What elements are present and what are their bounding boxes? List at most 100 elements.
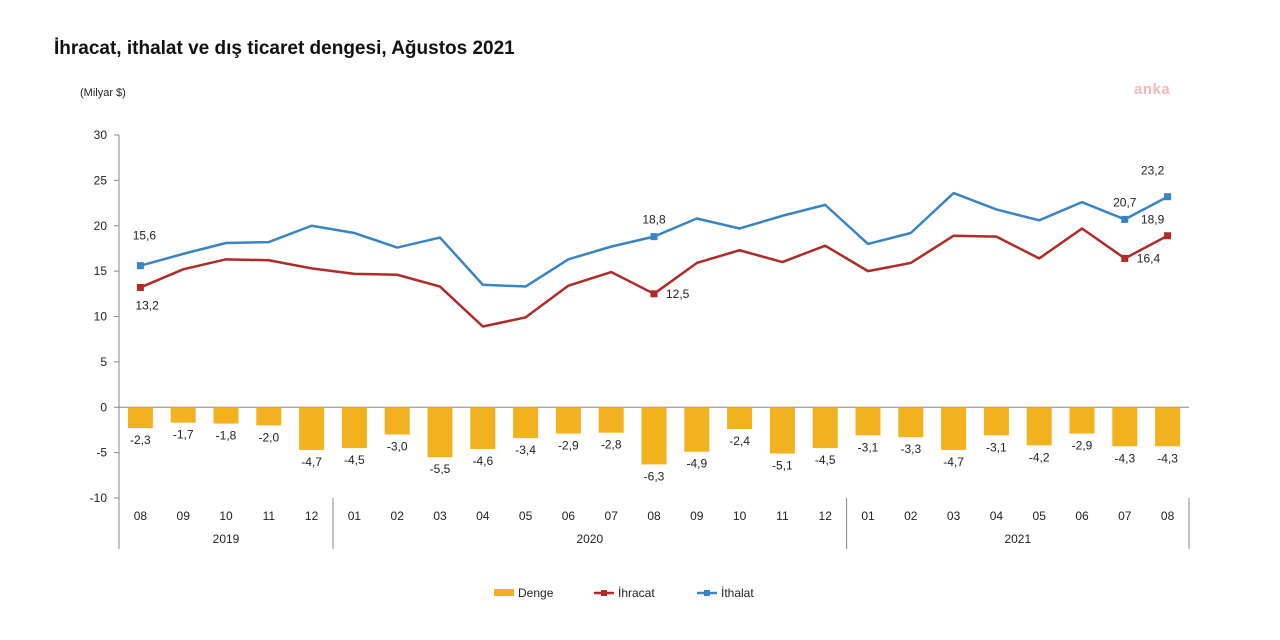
line-ihracat: [139, 227, 1169, 328]
marker-ihracat: [1164, 232, 1172, 240]
y-tick-label: 30: [94, 128, 108, 142]
bar-denge: [812, 407, 838, 449]
bar-data-label: -4,5: [815, 453, 836, 467]
bar-denge: [641, 407, 667, 465]
x-month-label: 11: [776, 509, 789, 523]
x-month-label: 12: [819, 509, 833, 523]
bar-data-label: -4,7: [943, 455, 964, 469]
x-month-label: 01: [861, 509, 875, 523]
bar-denge: [127, 407, 153, 429]
watermark-logo: anka: [1134, 81, 1171, 98]
bar-data-label: -3,1: [858, 440, 879, 454]
bar-data-label: -1,8: [216, 429, 237, 443]
line-data-label: 18,9: [1141, 213, 1165, 227]
y-tick-label: -5: [96, 446, 107, 460]
marker-ithalat: [650, 233, 658, 241]
bar-denge: [299, 407, 325, 450]
marker-ithalat: [1121, 215, 1129, 223]
bar-data-label: -3,0: [387, 439, 408, 453]
lines-group: [136, 191, 1172, 328]
x-month-label: 06: [562, 509, 576, 523]
bars-group: [127, 407, 1181, 465]
legend-marker-ihracat: [601, 590, 607, 596]
x-month-label: 08: [1161, 509, 1175, 523]
marker-ithalat: [1164, 193, 1172, 201]
x-month-label: 05: [519, 509, 533, 523]
x-month-label: 10: [219, 509, 233, 523]
bar-data-label: -6,3: [644, 469, 665, 483]
bar-data-label: -4,3: [1157, 451, 1178, 465]
x-month-label: 03: [947, 509, 961, 523]
x-month-label: 07: [605, 509, 619, 523]
x-month-label: 04: [990, 509, 1004, 523]
bar-data-label: -2,3: [130, 433, 151, 447]
bar-denge: [941, 407, 967, 450]
bar-data-label: -5,5: [430, 462, 451, 476]
bar-data-label: -4,5: [344, 453, 365, 467]
x-month-label: 12: [305, 509, 319, 523]
y-tick-label: 10: [94, 310, 108, 324]
bar-denge: [470, 407, 496, 449]
bar-denge: [727, 407, 753, 430]
y-axis-unit-label: (Milyar $): [80, 87, 126, 99]
bar-denge: [898, 407, 924, 438]
bar-data-label: -5,1: [772, 459, 793, 473]
y-tick-label: 20: [94, 219, 108, 233]
bar-denge: [598, 407, 624, 433]
x-year-label: 2021: [1004, 532, 1031, 546]
marker-ihracat: [1121, 254, 1129, 262]
bar-data-label: -3,1: [986, 440, 1007, 454]
bar-data-label: -4,3: [1114, 451, 1135, 465]
bar-data-label: -1,7: [173, 428, 194, 442]
x-month-label: 02: [391, 509, 405, 523]
bar-data-label: -2,9: [1072, 439, 1093, 453]
bar-denge: [1026, 407, 1052, 446]
x-month-label: 09: [177, 509, 191, 523]
x-month-label: 02: [904, 509, 918, 523]
bar-denge: [256, 407, 282, 426]
x-month-label: 08: [134, 509, 148, 523]
bar-denge: [555, 407, 581, 434]
axes-group: 30 25 20 15 10 5 0 -5 -10 08 09 10 11 12 01 02 03 04 05 06 0…: [90, 128, 1190, 549]
bar-denge: [769, 407, 795, 454]
bar-data-label: -2,8: [601, 438, 622, 452]
bar-data-label: -2,9: [558, 439, 579, 453]
bar-denge: [341, 407, 367, 449]
bar-denge: [855, 407, 881, 436]
legend: Denge İhracat İthalat: [494, 586, 754, 600]
bar-denge: [213, 407, 239, 424]
bar-denge: [384, 407, 410, 435]
x-year-label: 2019: [213, 532, 240, 546]
bar-denge: [1155, 407, 1181, 447]
x-month-label: 11: [263, 509, 276, 523]
bar-data-label: -3,3: [900, 442, 921, 456]
y-tick-label: 0: [100, 400, 107, 414]
x-year-label: 2020: [576, 532, 603, 546]
bar-denge: [1069, 407, 1095, 434]
marker-ihracat: [650, 290, 658, 298]
legend-label: İthalat: [721, 586, 754, 600]
y-tick-label: -10: [90, 491, 108, 505]
line-data-label: 18,8: [642, 213, 666, 227]
y-tick-label: 25: [94, 173, 108, 187]
line-data-label: 16,4: [1137, 251, 1161, 265]
legend-marker-ithalat: [704, 590, 710, 596]
bar-denge: [684, 407, 710, 452]
x-month-label: 08: [647, 509, 661, 523]
bar-data-label: -3,4: [515, 443, 536, 457]
labels-group: -2,3 -1,7 -1,8 -2,0 -4,7 -4,5 -3,0 -5,5 -4,6 -3,4…: [130, 164, 1178, 484]
x-month-label: 09: [690, 509, 704, 523]
chart-title: İhracat, ithalat ve dış ticaret dengesi,…: [54, 38, 515, 59]
line-data-label: 12,5: [666, 287, 690, 301]
marker-ihracat: [136, 283, 144, 291]
bar-denge: [1112, 407, 1138, 447]
legend-swatch-denge: [494, 589, 514, 596]
bar-data-label: -2,0: [258, 430, 279, 444]
bar-data-label: -4,6: [472, 454, 493, 468]
x-month-label: 05: [1033, 509, 1047, 523]
x-month-label: 04: [476, 509, 490, 523]
bar-denge: [170, 407, 196, 423]
bar-denge: [513, 407, 539, 439]
bar-data-label: -4,7: [301, 455, 322, 469]
